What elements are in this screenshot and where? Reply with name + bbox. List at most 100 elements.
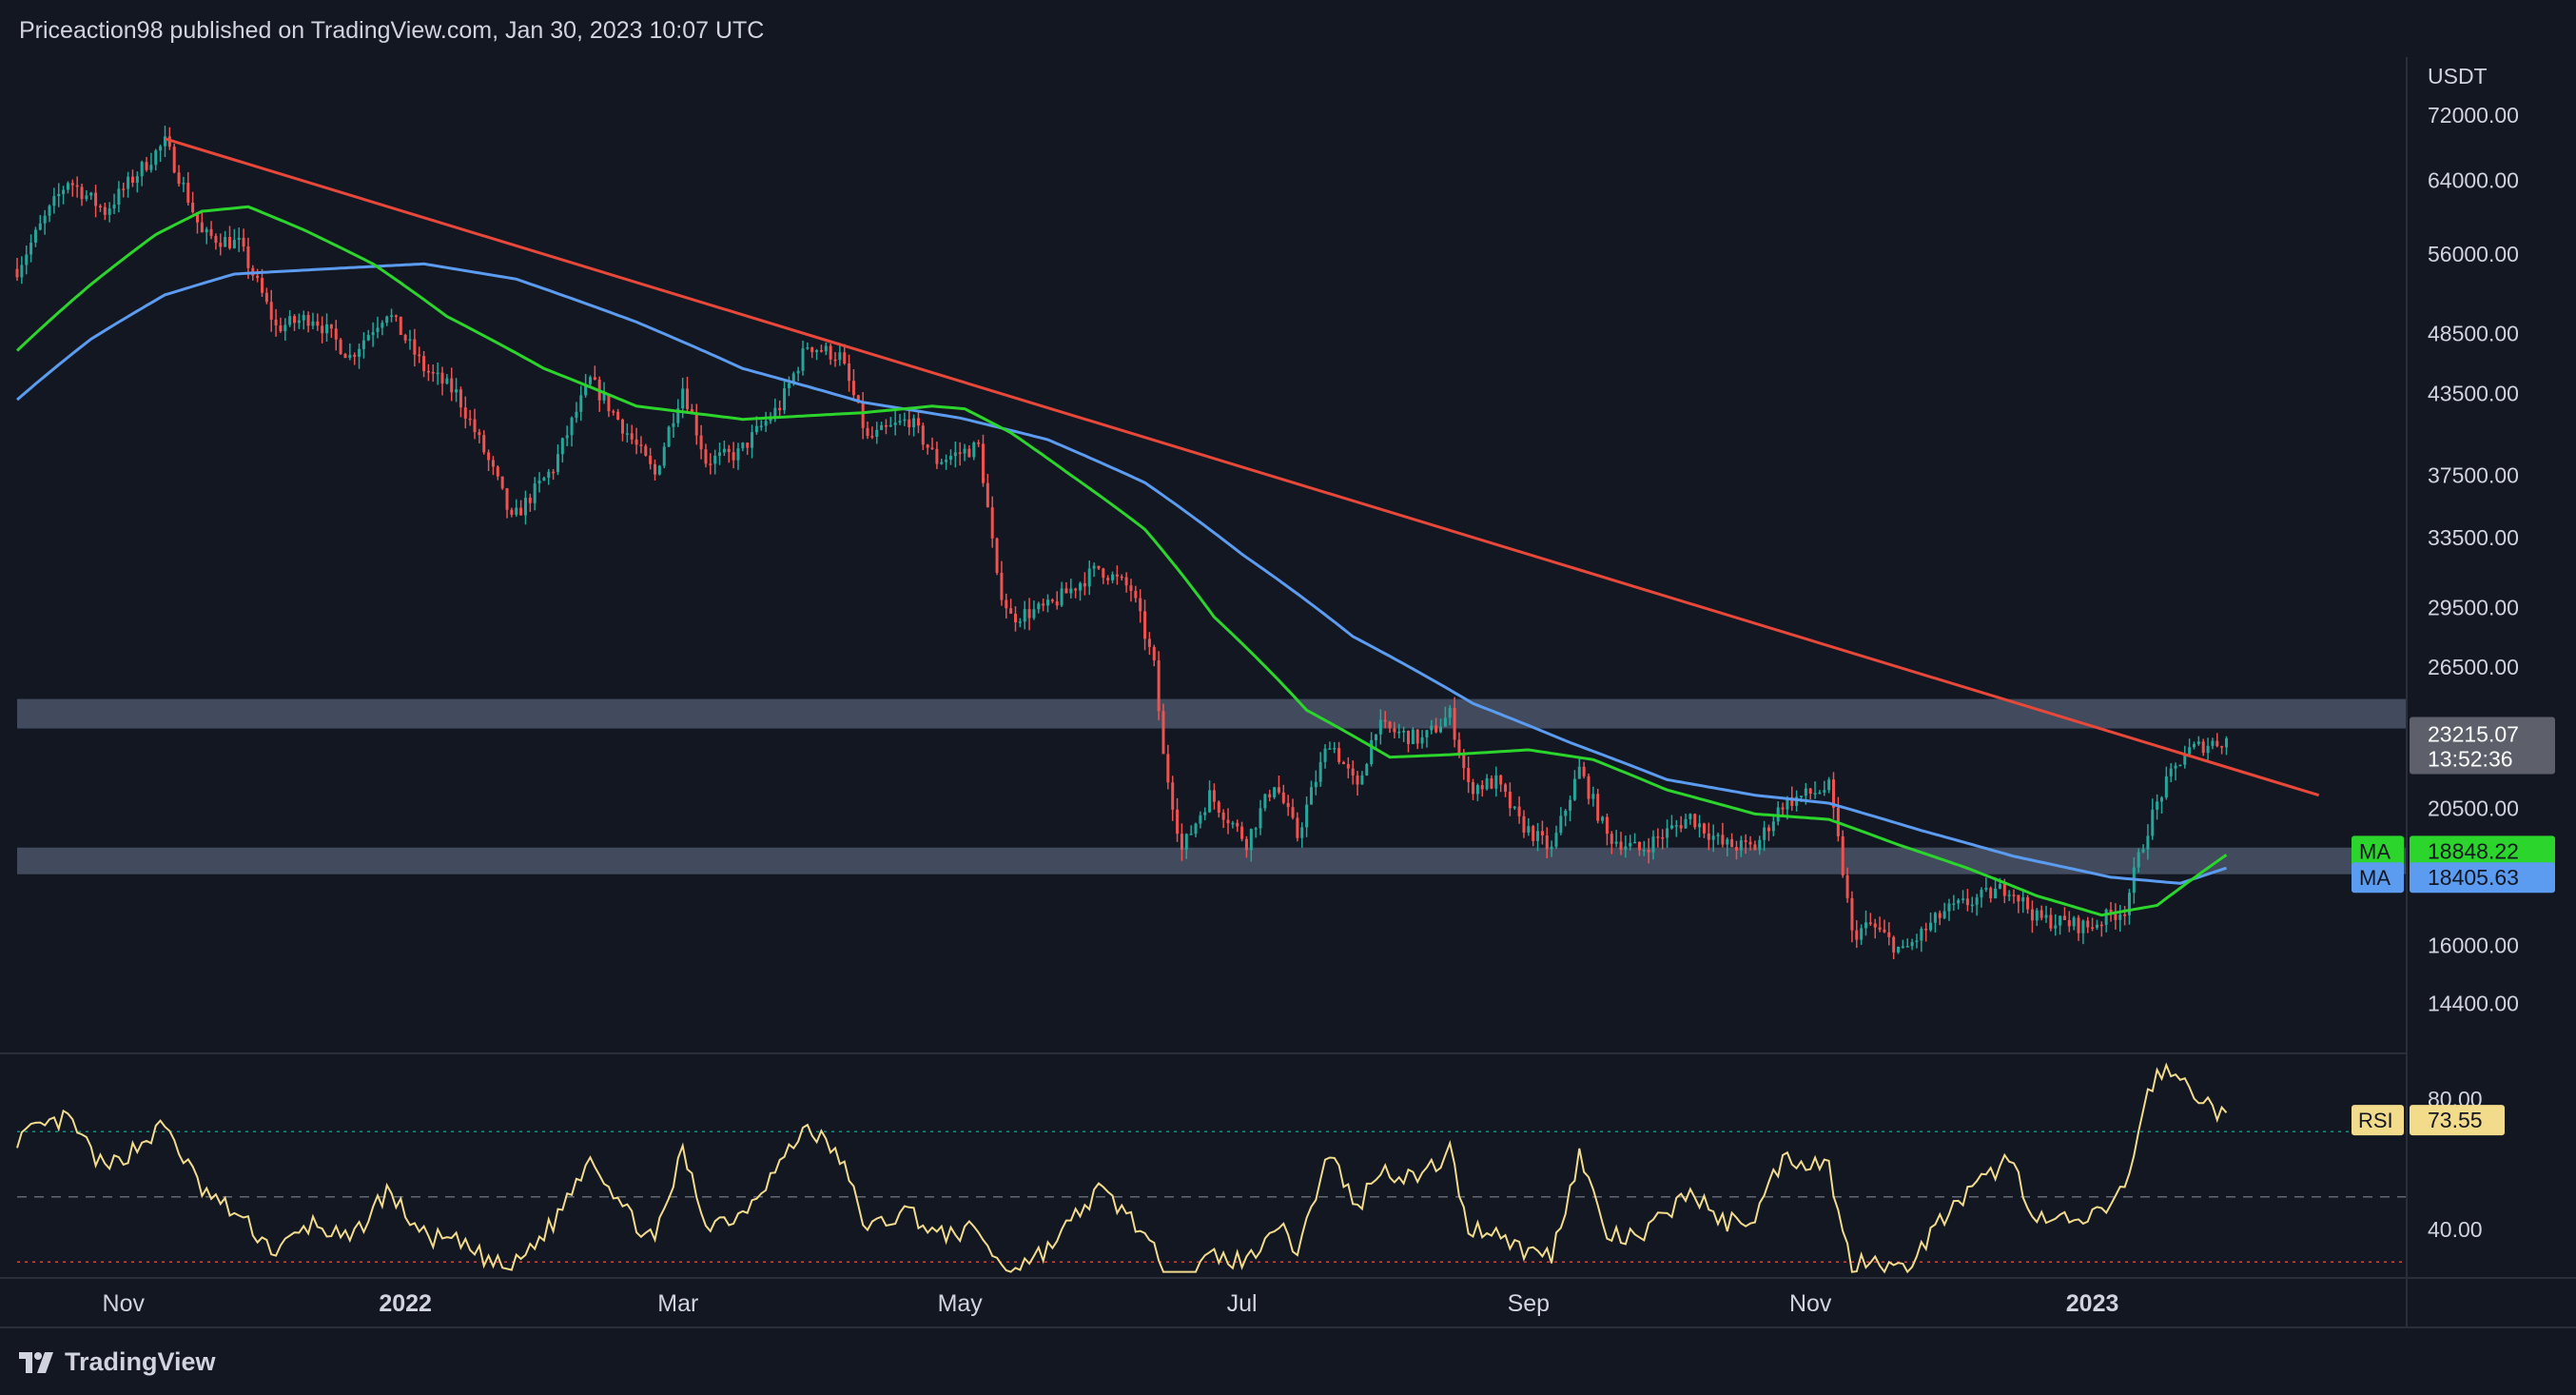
- candle-body: [329, 324, 333, 329]
- candle-body: [1610, 834, 1613, 844]
- candle-body: [875, 429, 879, 437]
- support-resistance-zone: [17, 847, 2407, 874]
- candle-body: [1152, 646, 1156, 660]
- ma-value-badge: [2410, 835, 2555, 867]
- candle-body: [1702, 823, 1706, 834]
- candle-body: [1813, 793, 1817, 795]
- candle-body: [718, 452, 722, 456]
- candle-body: [1577, 766, 1581, 779]
- candle-body: [1055, 600, 1059, 606]
- candle-body: [455, 389, 459, 393]
- candle-body: [1684, 818, 1688, 829]
- candle-body: [2002, 884, 2006, 896]
- candle-body: [1669, 825, 1673, 829]
- candle-body: [1365, 764, 1369, 776]
- candle-body: [1309, 787, 1313, 805]
- candle-body: [1199, 815, 1202, 824]
- candle-body: [1079, 582, 1083, 591]
- candle-body: [754, 425, 758, 433]
- candle-body: [1832, 779, 1836, 808]
- candle-body: [1346, 763, 1350, 769]
- candle-body: [2174, 765, 2177, 769]
- candle-body: [1850, 897, 1854, 931]
- candle-body: [1277, 787, 1280, 793]
- candle-body: [1766, 827, 1770, 832]
- candle-body: [264, 292, 268, 303]
- ma-green-line: [15, 205, 2228, 917]
- candle-body: [163, 136, 166, 147]
- candle-body: [1942, 911, 1946, 918]
- candle-body: [478, 432, 481, 436]
- candle-body: [1318, 761, 1322, 782]
- candle-body: [838, 352, 842, 361]
- candle-body: [1124, 577, 1128, 586]
- candle-body: [1989, 888, 1993, 899]
- candle-body: [1748, 841, 1752, 845]
- candle-body: [1545, 835, 1549, 850]
- candle-body: [1818, 792, 1822, 795]
- candle-body: [1037, 603, 1041, 610]
- candle-body: [722, 448, 726, 453]
- candle-body: [1027, 609, 1031, 619]
- candle-body: [1453, 707, 1456, 740]
- candle-body: [930, 447, 934, 449]
- candle-body: [1726, 838, 1729, 845]
- candle-body: [1485, 777, 1489, 790]
- candle-body: [1314, 781, 1317, 788]
- candle-body: [657, 465, 661, 475]
- candle-body: [209, 228, 213, 236]
- candle-body: [2146, 835, 2150, 850]
- candle-body: [1554, 833, 1558, 847]
- candle-body: [972, 442, 976, 458]
- candle-body: [644, 445, 648, 456]
- candle-body: [2151, 809, 2155, 836]
- time-tick-label: Sep: [1508, 1290, 1550, 1317]
- candle-body: [107, 208, 111, 215]
- candle-body: [547, 471, 551, 479]
- tradingview-logo[interactable]: TradingView: [19, 1347, 216, 1377]
- candle-body: [311, 321, 315, 326]
- candle-body: [1291, 807, 1295, 818]
- time-tick-label: Mar: [657, 1290, 698, 1317]
- candle-body: [261, 278, 264, 293]
- price-tick-label: 14400.00: [2428, 992, 2519, 1016]
- candle-body: [783, 388, 787, 411]
- candle-body: [1532, 826, 1535, 841]
- candle-body: [381, 323, 384, 328]
- candle-body: [995, 538, 999, 573]
- candle-body: [2169, 768, 2173, 776]
- price-tick-label: 26500.00: [2428, 655, 2519, 679]
- candle-body: [713, 455, 717, 464]
- candle-body: [1693, 814, 1697, 828]
- candle-body: [2188, 747, 2192, 755]
- candle-body: [66, 183, 69, 190]
- candle-body: [1938, 913, 1942, 918]
- candle-body: [2137, 852, 2140, 868]
- candle-body: [1069, 588, 1073, 594]
- candle-body: [2225, 737, 2229, 748]
- candle-body: [1286, 802, 1290, 808]
- ma-tag-label: MA: [2359, 839, 2391, 863]
- candle-body: [977, 442, 981, 444]
- candle-body: [1527, 826, 1531, 833]
- candle-body: [1161, 711, 1165, 755]
- candle-body: [732, 452, 735, 461]
- candle-body: [2123, 914, 2127, 916]
- price-tick-label: 20500.00: [2428, 796, 2519, 821]
- candle-body: [1383, 719, 1387, 722]
- candle-body: [773, 407, 777, 419]
- candle-body: [1763, 827, 1766, 840]
- candle-body: [1106, 578, 1110, 580]
- candle-body: [1952, 903, 1956, 905]
- candle-body: [1097, 565, 1101, 569]
- price-tick-label: 48500.00: [2428, 321, 2519, 345]
- candle-body: [1591, 794, 1595, 799]
- candle-body: [1005, 599, 1008, 609]
- candle-body: [1860, 928, 1864, 940]
- candle-body: [1087, 568, 1091, 587]
- candle-body: [1651, 836, 1655, 853]
- candle-body: [709, 463, 712, 465]
- candle-body: [1064, 588, 1068, 594]
